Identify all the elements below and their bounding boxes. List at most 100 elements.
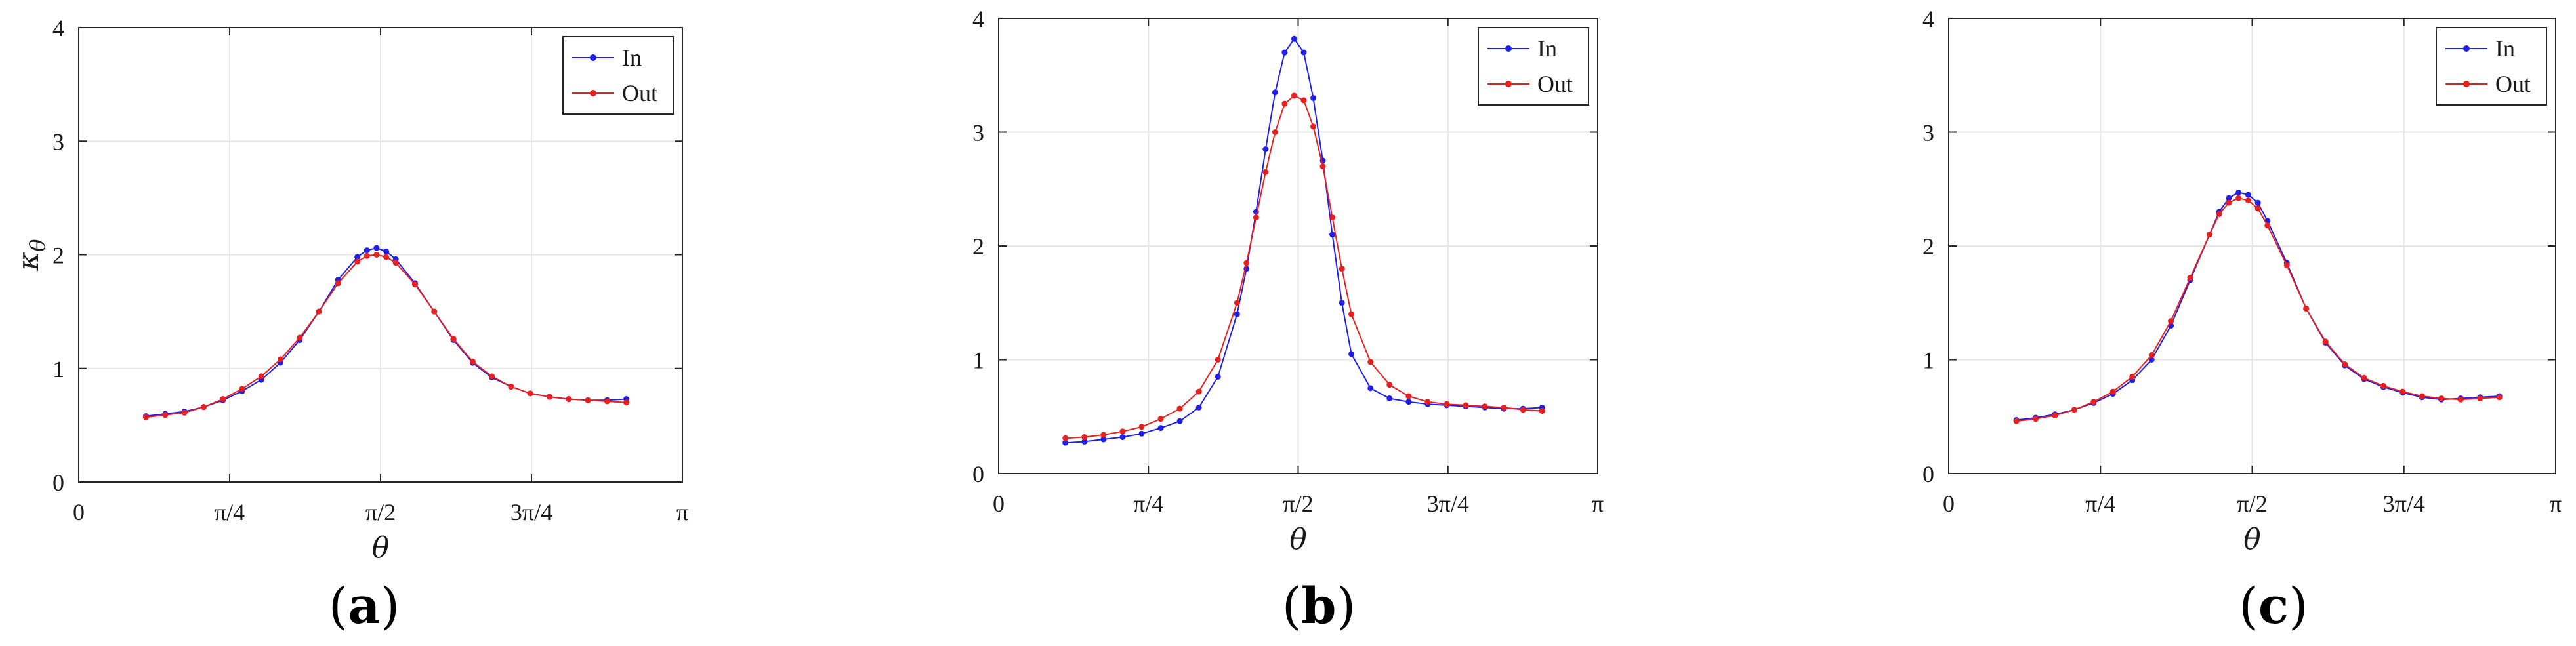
data-point — [2477, 395, 2483, 401]
y-tick-label: 4 — [52, 15, 64, 41]
data-point — [2109, 388, 2116, 395]
series-line-in — [1065, 37, 1543, 444]
data-point — [1405, 399, 1412, 405]
x-tick-label: π — [1592, 491, 1604, 517]
data-point — [1100, 436, 1107, 443]
data-point — [1300, 97, 1307, 104]
data-point — [277, 356, 283, 363]
data-point — [383, 248, 390, 254]
data-point — [489, 373, 495, 380]
data-point — [1348, 311, 1355, 317]
data-point — [2148, 357, 2155, 363]
y-tick-label: 1 — [52, 356, 64, 382]
data-point — [1367, 385, 1374, 392]
data-point — [1386, 382, 1393, 388]
data-point — [2399, 388, 2406, 395]
x-tick-label: 0 — [993, 491, 1005, 517]
data-point — [373, 245, 380, 251]
y-tick-label: 0 — [52, 470, 64, 496]
caption-close-paren: ) — [1337, 576, 1356, 635]
data-point — [1138, 424, 1145, 430]
data-point — [2342, 361, 2348, 367]
x-tick-label: 0 — [1943, 491, 1955, 517]
x-tick-label: π/2 — [2237, 491, 2267, 517]
legend-box — [1478, 27, 1589, 106]
legend-marker-out — [2463, 81, 2470, 87]
data-point — [431, 308, 438, 315]
data-point — [1253, 214, 1259, 221]
data-point — [1119, 428, 1126, 435]
y-tick-label: 2 — [1922, 233, 1934, 260]
data-point — [1157, 425, 1164, 432]
data-point — [1100, 432, 1107, 438]
data-point — [2032, 416, 2039, 422]
data-point — [1195, 404, 1202, 411]
data-point — [392, 260, 399, 266]
data-point — [1405, 393, 1412, 399]
data-point — [1539, 408, 1545, 414]
data-point — [239, 386, 245, 392]
data-point — [1310, 123, 1317, 130]
data-point — [2071, 407, 2077, 413]
data-point — [1195, 388, 1202, 395]
legend: In Out — [1478, 27, 1589, 106]
data-point — [2235, 189, 2242, 195]
data-point — [469, 358, 476, 365]
legend: In Out — [2436, 27, 2547, 106]
data-point — [1081, 438, 1088, 445]
data-point — [1348, 351, 1355, 357]
data-point — [1424, 399, 1431, 405]
data-point — [1062, 439, 1069, 446]
data-point — [1386, 395, 1393, 401]
data-point — [2254, 199, 2261, 206]
series-line-out — [1065, 94, 1543, 439]
data-point — [1463, 402, 1469, 409]
data-point — [2216, 211, 2222, 217]
data-point — [2052, 413, 2058, 419]
data-point — [1176, 418, 1183, 424]
data-point — [585, 397, 591, 403]
data-point — [2254, 205, 2261, 212]
data-point — [1291, 35, 1297, 42]
legend-box — [562, 36, 674, 115]
data-point — [2380, 382, 2386, 389]
caption-close-paren: ) — [2289, 576, 2308, 635]
data-point — [316, 308, 322, 315]
series-out — [1062, 92, 1545, 441]
y-tick-label: 3 — [1922, 120, 1934, 146]
data-point — [2206, 232, 2212, 238]
data-point — [1262, 146, 1269, 153]
data-point — [335, 280, 341, 287]
data-point — [2361, 374, 2367, 381]
series-in — [2013, 189, 2503, 423]
data-point — [200, 404, 207, 411]
caption-close-paren: ) — [381, 576, 400, 635]
x-tick-label: π/4 — [1133, 491, 1163, 517]
data-point — [1272, 89, 1278, 96]
data-point — [2264, 222, 2271, 229]
data-point — [2245, 197, 2251, 204]
data-point — [1300, 49, 1307, 56]
data-point — [1262, 169, 1269, 175]
data-point — [2322, 338, 2329, 345]
data-point — [2245, 192, 2251, 198]
data-point — [258, 373, 264, 380]
legend-label-out: Out — [622, 80, 657, 106]
series-line-out — [146, 254, 627, 418]
y-tick-label: 2 — [52, 243, 64, 269]
data-point — [604, 398, 610, 405]
series-out — [142, 252, 630, 420]
panel-c: 0 π/4 π/2 3π/4 π 0 1 2 3 4 θ In Out (c) — [1922, 6, 2562, 635]
x-tick-label: 0 — [73, 499, 85, 525]
data-point — [1215, 357, 1221, 363]
panel-caption: (b) — [1282, 576, 1356, 635]
y-tick-label: 0 — [972, 461, 984, 487]
data-point — [1119, 434, 1126, 440]
data-point — [2148, 352, 2155, 359]
data-point — [1319, 163, 1326, 170]
caption-open-paren: ( — [2239, 576, 2258, 635]
x-tick-label: π — [2550, 491, 2562, 517]
legend-label-out: Out — [1537, 71, 1573, 97]
